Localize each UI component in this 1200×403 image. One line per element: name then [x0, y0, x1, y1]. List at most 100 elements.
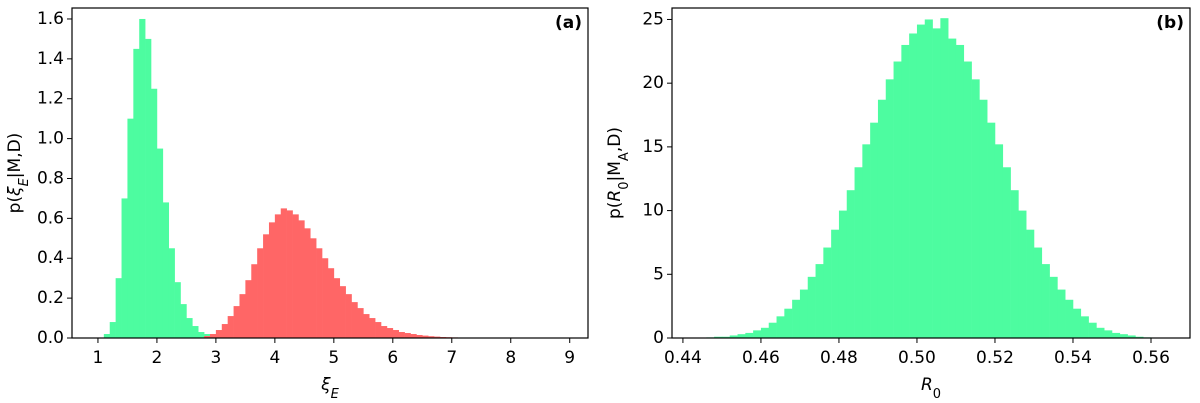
- y-axis-label: p(R0|MA,D): [605, 127, 632, 219]
- bar: [375, 322, 382, 338]
- bar: [948, 38, 957, 338]
- bar: [115, 278, 122, 338]
- bar: [1127, 335, 1136, 338]
- bar: [1088, 322, 1097, 338]
- x-tick-label: 0.44: [664, 348, 702, 368]
- x-tick-label: 9: [564, 348, 575, 368]
- bar: [298, 220, 305, 338]
- bar: [815, 264, 824, 338]
- x-tick-label: 0.50: [898, 348, 936, 368]
- bar: [1033, 247, 1043, 338]
- bar: [381, 326, 388, 338]
- panel-label: (b): [1156, 13, 1184, 33]
- bar: [204, 336, 211, 338]
- bar: [233, 306, 240, 338]
- bar: [404, 333, 411, 338]
- bar: [156, 148, 164, 338]
- bar: [940, 18, 949, 338]
- y-tick-label: 15: [642, 137, 664, 157]
- bar: [268, 222, 276, 338]
- label-part: ,D): [605, 127, 625, 152]
- y-tick-label: 1.0: [37, 129, 64, 149]
- y-tick-label: 1.2: [37, 89, 64, 109]
- label-part: ξ: [320, 375, 331, 395]
- y-tick-label: 10: [642, 201, 664, 221]
- label-part: E: [17, 177, 32, 186]
- bar: [994, 144, 1004, 338]
- bar: [792, 299, 801, 338]
- bar: [971, 79, 980, 338]
- bar: [823, 247, 832, 338]
- bar: [1080, 316, 1089, 338]
- bar: [410, 334, 417, 338]
- y-tick-label: 0: [653, 328, 664, 348]
- label-part: 0: [617, 181, 632, 189]
- bar: [434, 336, 441, 338]
- bar: [714, 336, 723, 338]
- bar: [1049, 276, 1058, 338]
- x-tick-label: 2: [152, 348, 163, 368]
- bar: [151, 88, 158, 339]
- x-tick-label: 3: [210, 348, 221, 368]
- label-part: |M,D): [5, 133, 25, 179]
- bar: [369, 318, 376, 338]
- bar: [286, 210, 293, 338]
- bar: [327, 268, 335, 338]
- bar: [768, 322, 777, 338]
- bar: [955, 44, 965, 339]
- label-part: A: [617, 152, 632, 161]
- bar: [807, 276, 816, 338]
- y-tick-label: 0.8: [37, 168, 64, 188]
- bar: [251, 264, 258, 338]
- chart: 0.44 0.46 0.48 0.50 0.52 0.54 0.56 0 5 10 15 20 25 (b…: [605, 7, 1191, 402]
- bar: [1096, 327, 1105, 338]
- plot-frame: [671, 7, 1191, 339]
- bar: [838, 210, 848, 338]
- bar: [932, 28, 941, 338]
- y-tick-label: 0.0: [37, 328, 64, 348]
- bar: [893, 61, 902, 338]
- bar: [979, 99, 988, 338]
- bar: [310, 238, 317, 338]
- bar: [103, 334, 111, 338]
- x-axis-label: R0: [921, 375, 941, 402]
- bar: [877, 99, 887, 338]
- bar: [745, 332, 754, 338]
- x-tick-label: 0.54: [1054, 348, 1092, 368]
- bar: [870, 122, 879, 338]
- bar: [180, 304, 187, 338]
- bar: [168, 248, 175, 338]
- label-part: R: [605, 190, 625, 202]
- bar: [109, 322, 116, 338]
- x-tick-label: 5: [328, 348, 339, 368]
- y-tick-label: 0.6: [37, 208, 64, 228]
- bar: [392, 330, 400, 338]
- bar: [1104, 330, 1113, 338]
- bar: [245, 280, 252, 338]
- plot-frame: [71, 7, 589, 339]
- x-tick-label: 0.46: [742, 348, 780, 368]
- bar: [987, 122, 996, 338]
- bar: [209, 334, 217, 338]
- bar: [846, 190, 855, 338]
- x-tick-label: 1: [93, 348, 104, 368]
- bar: [133, 48, 140, 339]
- bar: [1018, 210, 1027, 338]
- bar: [186, 318, 193, 338]
- bar: [1065, 299, 1074, 338]
- bar: [1002, 167, 1011, 338]
- bar: [422, 335, 429, 338]
- panel-label: (a): [555, 13, 582, 33]
- bar: [1135, 336, 1144, 338]
- bar: [363, 314, 370, 338]
- bar: [799, 289, 809, 338]
- bar: [963, 61, 972, 338]
- x-tick-label: 8: [505, 348, 516, 368]
- x-tick-label: 4: [269, 348, 280, 368]
- bar: [292, 214, 299, 338]
- bar: [274, 214, 282, 338]
- x-tick-label: 0.48: [820, 348, 858, 368]
- bar: [784, 308, 793, 338]
- label-part: R: [921, 375, 933, 395]
- label-part: |M: [605, 161, 625, 181]
